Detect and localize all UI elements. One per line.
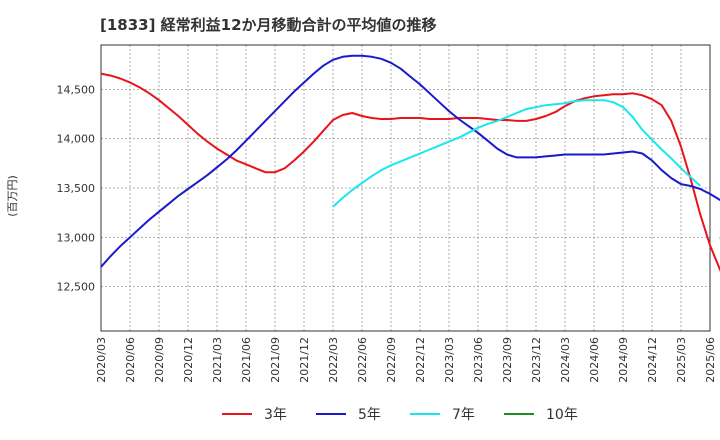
legend-label: 7年: [452, 407, 475, 423]
y-tick-label: 13,500: [57, 182, 96, 195]
x-tick-label: 2024/03: [559, 337, 572, 383]
series-line-5年: [100, 54, 720, 268]
x-tick-label: 2022/09: [385, 337, 398, 383]
x-tick-label: 2020/09: [153, 337, 166, 383]
x-tick-label: 2020/12: [182, 337, 195, 383]
y-axis-label: (百万円): [6, 175, 19, 217]
series-layer: [100, 54, 720, 272]
x-tick-label: 2020/06: [124, 337, 137, 383]
plot-frame: [100, 44, 711, 332]
legend-label: 3年: [264, 407, 287, 423]
x-tick-label: 2024/06: [588, 337, 601, 383]
x-tick-label: 2023/12: [530, 337, 543, 383]
x-tick-label: 2022/06: [356, 337, 369, 383]
axes: 2020/03 2020/06 2020/09 2020/12 2021/03 2021/…: [57, 44, 717, 383]
x-tick-label: 2022/03: [327, 337, 340, 383]
x-tick-label: 2020/03: [95, 337, 108, 383]
x-tick-label: 2025/06: [704, 337, 717, 383]
x-tick-label: 2021/06: [240, 337, 253, 383]
legend: 3年 5年 7年 10年: [222, 407, 578, 423]
x-tick-label: 2023/06: [472, 337, 485, 383]
chart-title: [1833] 経常利益12か月移動合計の平均値の推移: [100, 16, 437, 34]
legend-label: 5年: [358, 407, 381, 423]
y-tick-label: 14,500: [57, 83, 96, 96]
y-tick-label: 12,500: [57, 281, 96, 294]
legend-label: 10年: [546, 407, 578, 423]
x-tick-label: 2024/09: [617, 337, 630, 383]
x-tick-label: 2023/09: [501, 337, 514, 383]
x-tick-label: 2023/03: [443, 337, 456, 383]
series-line-7年: [332, 99, 701, 208]
x-tick-label: 2021/12: [298, 337, 311, 383]
grid: [101, 45, 710, 331]
series-line-3年: [100, 72, 720, 272]
x-tick-label: 2024/12: [646, 337, 659, 383]
x-tick-label: 2022/12: [414, 337, 427, 383]
y-tick-label: 14,000: [57, 133, 96, 146]
x-tick-label: 2021/03: [211, 337, 224, 383]
x-tick-label: 2021/09: [269, 337, 282, 383]
y-tick-label: 13,000: [57, 231, 96, 244]
x-tick-label: 2025/03: [675, 337, 688, 383]
